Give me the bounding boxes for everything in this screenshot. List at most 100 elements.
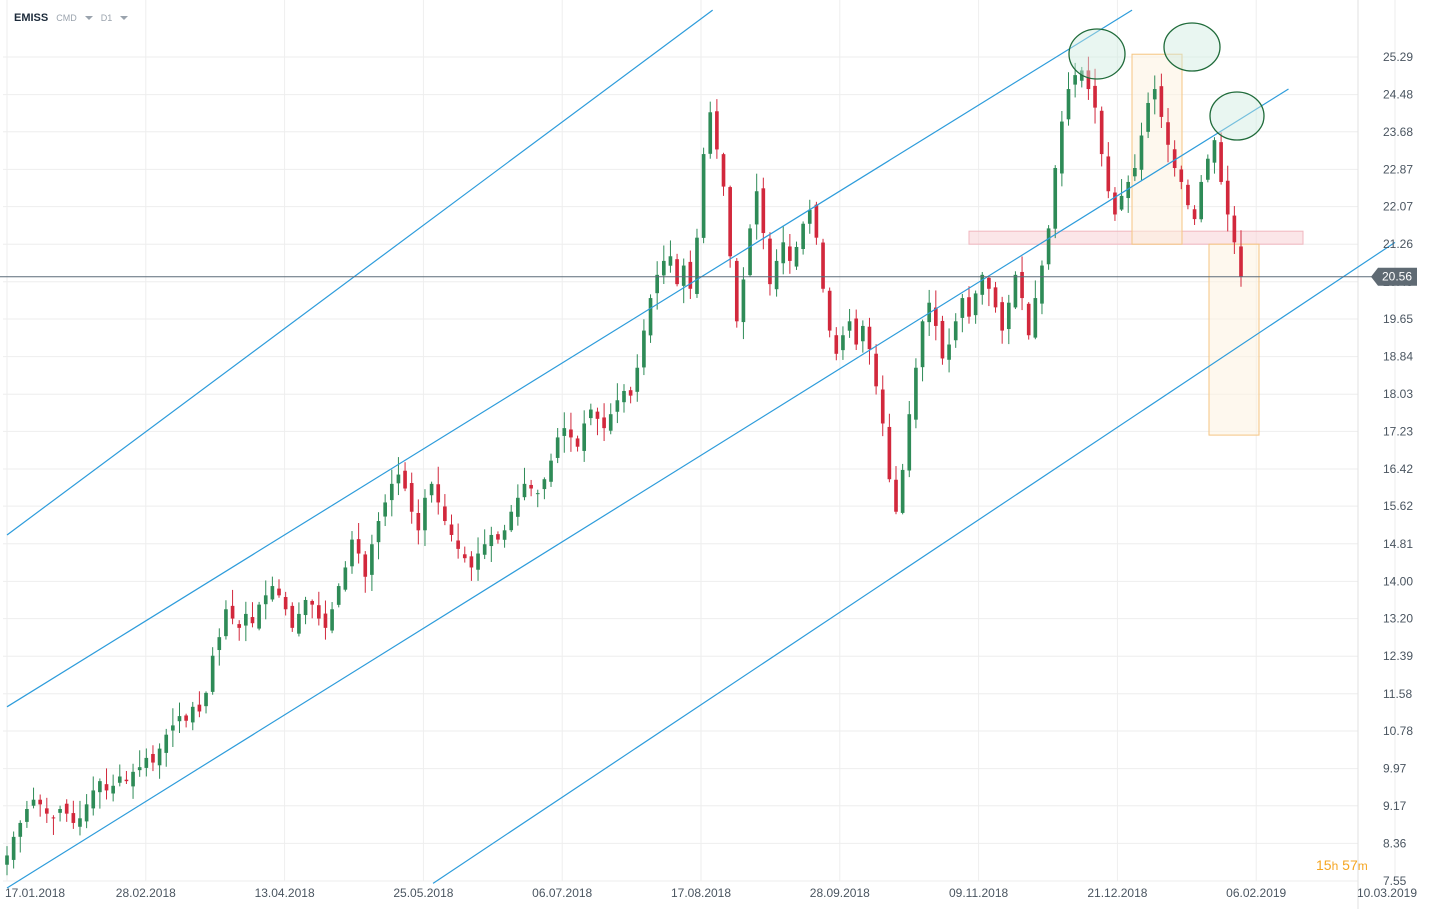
symbol-label: EMISS [14, 12, 49, 24]
candle [854, 309, 859, 350]
overlay-layer [0, 22, 1375, 278]
timer-minutes-unit: m [1357, 859, 1368, 873]
instrument-type-label[interactable]: CMD [56, 13, 77, 23]
candle-body [973, 293, 978, 316]
y-tick-label: 25.29 [1383, 50, 1413, 64]
candle [190, 701, 195, 731]
candle-body [1186, 184, 1190, 206]
candle [1186, 179, 1190, 210]
candle-body [675, 259, 679, 285]
candle-body [615, 400, 620, 412]
peak-circle [1163, 22, 1221, 72]
candle [436, 466, 441, 515]
candle [376, 512, 381, 560]
candle [794, 241, 799, 270]
x-tick-label: 06.02.2019 [1226, 886, 1286, 900]
candle-body [396, 474, 401, 484]
candle-body [356, 539, 361, 554]
candle-body [715, 111, 719, 150]
candle [131, 763, 135, 799]
interval-label[interactable]: D1 [100, 13, 113, 23]
candle [51, 815, 56, 835]
candle-body [622, 390, 626, 403]
candle-body [1126, 181, 1131, 199]
candle [668, 240, 673, 273]
y-tick-label: 16.42 [1383, 462, 1413, 476]
candle [237, 620, 242, 641]
candle-body [681, 265, 686, 286]
candle-body [914, 367, 918, 420]
candle [449, 514, 454, 542]
candle [270, 576, 275, 602]
candle-body [522, 483, 527, 498]
candle-body [940, 320, 945, 359]
chart-header: EMISS CMD D1 [14, 12, 129, 24]
candle [1020, 256, 1024, 311]
candle [297, 602, 301, 637]
candle-body [31, 799, 36, 806]
candle-body [880, 389, 885, 424]
candle-body [5, 855, 9, 865]
candle [1199, 175, 1204, 223]
candle-body [38, 799, 42, 805]
candle [263, 580, 268, 620]
candle-body [91, 790, 96, 809]
candle [124, 770, 129, 784]
candle [940, 315, 945, 365]
channel-line [6, 9, 714, 536]
candle [1166, 108, 1170, 163]
candle-body [25, 809, 29, 822]
y-tick-label: 23.68 [1383, 125, 1413, 139]
candle-body [933, 307, 938, 326]
candle [542, 477, 547, 500]
candle-body [874, 353, 878, 387]
candle [210, 647, 215, 695]
x-tick-label: 28.02.2018 [116, 886, 176, 900]
chevron-down-icon[interactable] [84, 16, 93, 20]
channel-line [6, 9, 1133, 708]
candle-body [1139, 135, 1144, 170]
candle [330, 602, 334, 634]
candle-body [303, 599, 308, 616]
candle [38, 794, 42, 817]
candle-body [748, 228, 752, 276]
y-tick-label: 24.48 [1383, 88, 1413, 102]
candle-body [728, 187, 732, 257]
candle [137, 750, 142, 777]
candle [403, 462, 407, 492]
candle-body [562, 428, 567, 436]
candle [900, 463, 905, 515]
candle-body [1119, 195, 1124, 210]
candle-body [569, 429, 573, 438]
candle [754, 173, 759, 240]
candle [741, 267, 746, 340]
candle [1192, 205, 1197, 225]
candle-body [834, 335, 839, 354]
candle-body [78, 818, 82, 827]
candle [807, 199, 812, 234]
candle-body [496, 534, 500, 540]
candle [224, 600, 228, 640]
candle-body [635, 367, 640, 392]
candle [482, 529, 487, 560]
candle-body [184, 715, 188, 721]
candle-body [661, 260, 666, 276]
candle-body [608, 414, 613, 431]
candle-body [953, 321, 958, 341]
candle-body [462, 554, 467, 559]
candle [1212, 137, 1217, 174]
grid-layer [3, 0, 1396, 909]
candle [681, 258, 686, 304]
candle-body [1232, 215, 1237, 243]
candle [549, 453, 553, 487]
x-tick-label: 06.07.2018 [532, 886, 592, 900]
candle [1013, 271, 1018, 310]
candle [1046, 225, 1051, 270]
candle-body [1020, 271, 1024, 299]
x-tick-label: 21.12.2018 [1087, 886, 1147, 900]
candle-body [383, 502, 387, 517]
chevron-down-icon[interactable] [120, 16, 129, 20]
candles-layer [5, 56, 1243, 876]
